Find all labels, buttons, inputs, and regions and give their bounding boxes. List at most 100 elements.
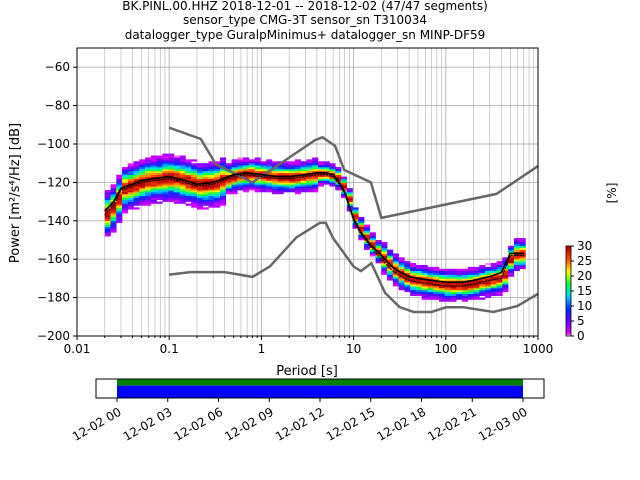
- ppsd-cell: [179, 165, 186, 168]
- ppsd-cell: [150, 176, 157, 179]
- ppsd-cell: [254, 190, 261, 193]
- ppsd-cell: [266, 159, 273, 162]
- ppsd-cell: [173, 188, 180, 191]
- ppsd-cell: [243, 188, 250, 191]
- ppsd-cell: [294, 184, 301, 187]
- ppsd-cell: [306, 184, 313, 187]
- ppsd-plot: 0.01 0.1 1 10 100 1000 −60 −80 −100 −120 −140 −160 −…: [37, 47, 553, 356]
- ppsd-cell: [116, 207, 123, 210]
- ppsd-cell: [133, 186, 140, 189]
- ppsd-cell: [173, 184, 180, 187]
- ppsd-cell: [387, 272, 394, 275]
- ppsd-cell: [150, 182, 157, 185]
- ppsd-cell: [415, 264, 422, 268]
- ppsd-cell: [496, 270, 503, 273]
- ppsd-cell: [110, 230, 117, 233]
- ppsd-cell: [122, 203, 129, 206]
- ppsd-cell: [196, 192, 204, 195]
- ppsd-cell: [162, 157, 169, 160]
- ppsd-cell: [145, 165, 152, 168]
- ppsd-cell: [398, 259, 405, 262]
- ppsd-cell: [266, 176, 273, 179]
- title-line-3: datalogger_type GuralpMinimus+ datalogge…: [125, 28, 486, 42]
- ppsd-cell: [410, 270, 417, 273]
- ppsd-cell: [116, 203, 123, 206]
- ppsd-cell: [208, 170, 215, 174]
- ppsd-cell: [381, 264, 388, 268]
- ppsd-cell: [104, 203, 111, 206]
- ppsd-cell: [415, 284, 422, 287]
- ppsd-cell: [277, 176, 284, 179]
- ppsd-cell: [450, 297, 457, 300]
- ppsd-cell: [145, 174, 152, 177]
- ppsd-cell: [122, 209, 129, 212]
- ppsd-cell: [150, 188, 157, 191]
- ppsd-cell: [317, 180, 325, 183]
- ppsd-cell: [519, 255, 526, 258]
- ppsd-cell: [450, 289, 457, 293]
- ppsd-cell: [168, 170, 175, 174]
- ppsd-cell: [490, 270, 497, 273]
- ppsd-cell: [519, 259, 526, 262]
- ppsd-cell: [358, 222, 365, 225]
- ppsd-cell: [415, 266, 422, 270]
- ppsd-cell: [444, 293, 451, 296]
- ppsd-cell: [220, 174, 227, 177]
- ppsd-cell: [156, 192, 163, 195]
- ppsd-cell: [225, 192, 232, 195]
- ppsd-cell: [104, 209, 111, 212]
- ppsd-cell: [306, 188, 313, 191]
- ppsd-cell: [289, 188, 296, 191]
- ppsd-cell: [398, 282, 405, 285]
- ppsd-cell: [392, 253, 399, 256]
- ppsd-cell: [513, 240, 520, 243]
- ppsd-cell: [456, 284, 463, 287]
- ppsd-cell: [490, 280, 497, 283]
- ppsd-cell: [508, 257, 515, 260]
- ppsd-cell: [473, 291, 480, 295]
- ppsd-cell: [508, 261, 515, 264]
- ppsd-cell: [294, 180, 301, 183]
- ppsd-cell: [444, 295, 451, 298]
- ppsd-cell: [410, 278, 417, 281]
- ppsd-cell: [502, 280, 509, 283]
- ppsd-cell: [312, 159, 319, 162]
- ppsd-cell: [231, 159, 238, 162]
- ppsd-cell: [415, 274, 422, 277]
- ppsd-cell: [237, 186, 244, 189]
- colorbar-segment: [566, 274, 571, 277]
- ppsd-cell: [220, 157, 227, 160]
- ppsd-cell: [479, 280, 486, 283]
- ppsd-cell: [185, 199, 192, 202]
- ppsd-cell: [421, 293, 428, 296]
- ppsd-cell: [266, 190, 273, 193]
- ppsd-cell: [214, 182, 221, 185]
- ppsd-cell: [352, 215, 359, 218]
- ppsd-cell: [185, 159, 192, 162]
- ppsd-cell: [133, 188, 140, 191]
- ppsd-cell: [185, 184, 192, 187]
- colorbar-segment: [566, 255, 571, 257]
- ppsd-cell: [191, 203, 198, 206]
- ppsd-cell: [162, 153, 169, 156]
- ppsd-cell: [519, 240, 526, 243]
- ppsd-cell: [352, 207, 359, 210]
- ppsd-cell: [341, 178, 348, 181]
- ppsd-cell: [346, 195, 353, 199]
- ppsd-cell: [116, 195, 123, 199]
- ppsd-cell: [519, 264, 526, 268]
- title-line-2: sensor_type CMG-3T sensor_sn T310034: [183, 13, 427, 27]
- timeline-tick-label: 12-02 09: [222, 405, 276, 444]
- x-tick-label: 0.01: [64, 342, 91, 356]
- ppsd-cell: [116, 218, 123, 222]
- ppsd-cell: [335, 186, 342, 189]
- ppsd-cell: [139, 161, 146, 164]
- ppsd-cell: [352, 209, 359, 212]
- ppsd-cell: [306, 178, 313, 181]
- ppsd-cell: [220, 180, 227, 183]
- ppsd-cell: [220, 192, 227, 195]
- ppsd-cell: [519, 266, 526, 270]
- ppsd-cell: [306, 180, 313, 183]
- ppsd-cell: [473, 297, 480, 300]
- ppsd-cell: [150, 167, 157, 170]
